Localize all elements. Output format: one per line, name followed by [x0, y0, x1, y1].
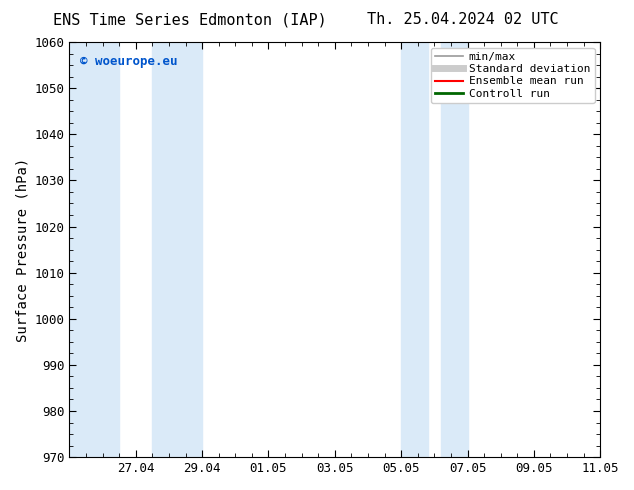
- Bar: [152, 42, 202, 457]
- Legend: min/max, Standard deviation, Ensemble mean run, Controll run: min/max, Standard deviation, Ensemble me…: [431, 48, 595, 103]
- Text: Th. 25.04.2024 02 UTC: Th. 25.04.2024 02 UTC: [367, 12, 559, 27]
- Bar: [401, 42, 428, 457]
- Bar: [441, 42, 467, 457]
- Text: ENS Time Series Edmonton (IAP): ENS Time Series Edmonton (IAP): [53, 12, 327, 27]
- Y-axis label: Surface Pressure (hPa): Surface Pressure (hPa): [15, 157, 29, 342]
- Bar: [69, 42, 119, 457]
- Text: © woeurope.eu: © woeurope.eu: [80, 54, 178, 68]
